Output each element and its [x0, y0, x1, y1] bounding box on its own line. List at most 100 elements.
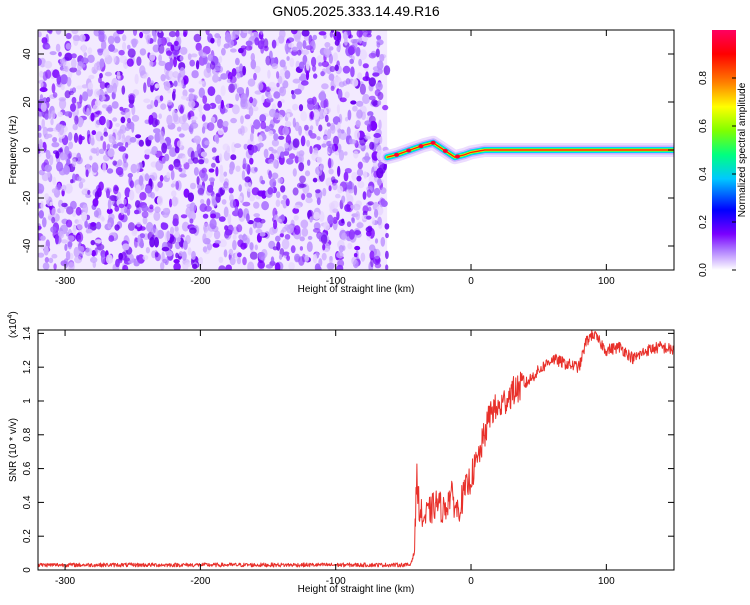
noise-blob — [124, 141, 129, 148]
noise-blob — [80, 63, 86, 68]
noise-blob — [267, 94, 272, 100]
noise-blob — [294, 35, 301, 42]
noise-blob — [358, 58, 362, 67]
noise-blob — [135, 184, 142, 194]
noise-blob — [290, 245, 296, 254]
colorbar-tick-label: 0.8 — [698, 71, 709, 85]
noise-blob — [277, 177, 284, 184]
noise-blob — [306, 241, 313, 252]
noise-blob — [76, 69, 82, 76]
noise-blob — [139, 31, 144, 39]
noise-blob — [363, 156, 371, 161]
noise-blob — [208, 168, 215, 173]
noise-blob — [219, 239, 227, 248]
noise-blob — [198, 159, 205, 165]
noise-blob — [99, 115, 106, 126]
noise-blob — [373, 133, 382, 138]
noise-blob — [196, 143, 202, 154]
noise-blob — [363, 171, 368, 179]
noise-blob — [241, 234, 248, 241]
noise-blob — [284, 234, 291, 240]
noise-blob — [337, 128, 342, 139]
noise-blob — [180, 214, 188, 219]
noise-blob — [142, 216, 148, 225]
noise-blob — [282, 126, 290, 136]
noise-blob — [293, 215, 299, 221]
noise-blob — [66, 77, 72, 87]
noise-blob — [338, 245, 344, 253]
noise-blob — [101, 104, 108, 109]
snr-line — [38, 330, 674, 568]
noise-blob — [268, 130, 274, 136]
noise-blob — [58, 148, 63, 153]
noise-blob — [135, 163, 140, 174]
noise-blob — [302, 40, 307, 49]
noise-blob — [351, 256, 357, 265]
noise-blob — [305, 45, 313, 51]
noise-blob — [114, 186, 119, 192]
noise-blob — [45, 133, 53, 138]
noise-blob — [350, 204, 356, 209]
noise-blob — [366, 123, 372, 132]
noise-blob — [242, 256, 247, 266]
noise-blob — [160, 103, 167, 110]
noise-blob — [162, 258, 168, 264]
snr-multiplier-base: (x10 — [8, 318, 19, 338]
noise-blob — [311, 152, 319, 161]
noise-blob — [254, 244, 258, 251]
noise-blob — [294, 121, 300, 132]
noise-blob — [39, 94, 44, 101]
noise-blob — [168, 164, 174, 171]
noise-blob — [267, 187, 274, 195]
noise-blob — [223, 206, 229, 218]
noise-blob — [187, 53, 192, 61]
noise-blob — [223, 171, 228, 177]
noise-blob — [241, 170, 246, 181]
noise-blob — [348, 229, 355, 240]
noise-blob — [52, 137, 58, 143]
noise-blob — [249, 132, 254, 142]
noise-blob — [150, 80, 155, 86]
noise-blob — [178, 133, 185, 138]
noise-blob — [87, 47, 93, 55]
noise-blob — [171, 196, 178, 207]
noise-blob — [87, 222, 92, 231]
noise-blob — [320, 71, 325, 77]
noise-blob — [98, 94, 103, 101]
noise-blob — [305, 197, 313, 204]
noise-blob — [226, 103, 230, 110]
noise-blob — [154, 83, 160, 89]
noise-blob — [51, 216, 56, 224]
noise-blob — [330, 124, 336, 134]
noise-blob — [292, 168, 297, 177]
noise-blob — [338, 81, 345, 88]
snr-y-tick-label: 1 — [22, 398, 33, 404]
noise-blob — [177, 237, 181, 243]
noise-blob — [344, 168, 352, 174]
noise-blob — [371, 217, 375, 226]
noise-blob — [296, 41, 303, 50]
noise-blob — [79, 94, 83, 105]
noise-blob — [45, 44, 51, 49]
noise-blob — [240, 45, 247, 50]
noise-blob — [193, 150, 199, 160]
noise-blob — [231, 68, 237, 77]
noise-blob — [160, 262, 165, 270]
noise-blob — [170, 169, 175, 181]
noise-blob — [181, 155, 187, 165]
noise-blob — [362, 30, 370, 38]
noise-blob — [328, 53, 333, 64]
noise-blob — [248, 106, 254, 117]
noise-blob — [351, 78, 359, 87]
noise-blob — [49, 201, 54, 207]
noise-blob — [263, 148, 269, 159]
noise-blob — [362, 93, 370, 105]
noise-blob — [246, 182, 253, 192]
noise-blob — [214, 240, 221, 245]
noise-blob — [58, 97, 67, 102]
noise-blob — [181, 221, 190, 232]
noise-blob — [210, 116, 216, 123]
snr-y-tick-label: 0.2 — [22, 529, 33, 543]
noise-blob — [369, 250, 375, 261]
noise-blob — [275, 38, 280, 47]
